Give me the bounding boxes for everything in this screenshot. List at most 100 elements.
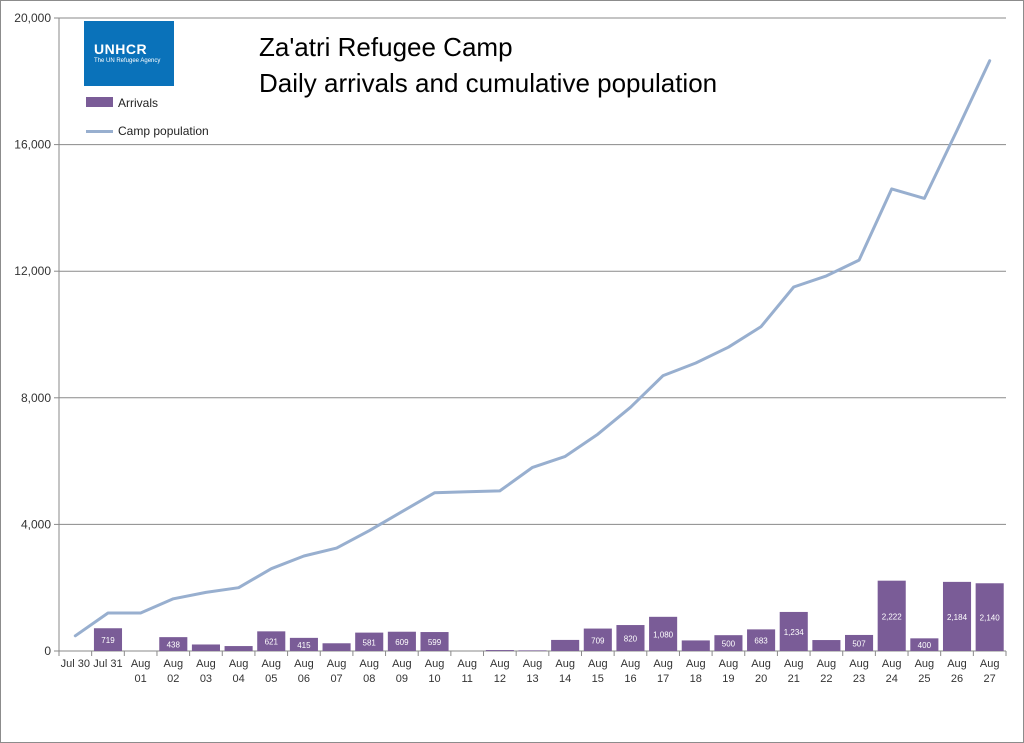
arrivals-data-label: 609 [395, 638, 409, 647]
x-tick-label: 21 [788, 673, 800, 685]
x-tick-label: Aug [915, 658, 935, 670]
arrivals-bar [93, 628, 123, 651]
arrivals-data-label: 334 [689, 631, 703, 640]
x-tick-label: 24 [886, 673, 898, 685]
x-tick-label: Aug [327, 658, 347, 670]
arrivals-data-label: 719 [101, 636, 115, 645]
x-tick-label: Aug [980, 658, 1000, 670]
arrivals-bar [910, 638, 939, 651]
unhcr-logo: UNHCR The UN Refugee Agency [84, 21, 174, 86]
arrivals-data-label: 500 [722, 640, 736, 649]
camp-population-line [73, 59, 992, 638]
arrivals-bar [616, 625, 645, 651]
x-tick-label: Aug [490, 658, 510, 670]
arrivals-data-label: 346 [820, 631, 834, 640]
x-tick-label: 10 [428, 673, 440, 685]
arrivals-bar [714, 635, 743, 651]
x-tick-label: 11 [461, 673, 472, 685]
arrivals-bar [322, 643, 351, 651]
arrivals-data-label: 206 [199, 635, 213, 644]
x-tick-label: Aug [392, 658, 412, 670]
x-tick-label: 17 [657, 673, 669, 685]
arrivals-bar [420, 632, 449, 651]
x-tick-label: Aug [849, 658, 869, 670]
x-tick-label: 12 [494, 673, 506, 685]
x-tick-label: 13 [526, 673, 538, 685]
arrivals-bar [649, 616, 678, 651]
x-tick-label: 20 [755, 673, 767, 685]
arrivals-bar [747, 629, 776, 651]
x-tick-label: Jul 31 [93, 658, 122, 670]
x-tick-label: Aug [131, 658, 151, 670]
y-tick-label: 12,000 [14, 264, 51, 278]
arrivals-data-label: 621 [265, 638, 279, 647]
arrivals-bar [159, 637, 188, 651]
x-tick-label: Aug [425, 658, 445, 670]
x-tick-label: Aug [229, 658, 249, 670]
x-tick-label: Aug [294, 658, 314, 670]
arrivals-bar [975, 583, 1004, 651]
x-tick-label: 26 [951, 673, 963, 685]
x-tick-label: 09 [396, 673, 408, 685]
arrivals-data-label: 581 [363, 638, 377, 647]
y-tick-label: 16,000 [14, 138, 51, 152]
arrivals-data-label: 599 [428, 638, 442, 647]
arrivals-data-label: 2,140 [980, 614, 1001, 623]
arrivals-data-label: 507 [852, 639, 866, 648]
y-tick-label: 20,000 [14, 11, 51, 25]
legend-swatch-arrivals [86, 97, 113, 107]
arrivals-bar [257, 631, 286, 651]
x-tick-label: Aug [588, 658, 608, 670]
logo-name: UNHCR [94, 41, 148, 57]
y-tick-label: 8,000 [21, 391, 51, 405]
chart-title-block: Za'atri Refugee Camp Daily arrivals and … [259, 29, 717, 101]
arrivals-data-label: 2,184 [947, 613, 968, 622]
logo-subtitle: The UN Refugee Agency [94, 58, 161, 64]
arrivals-bar [355, 632, 384, 651]
arrivals-data-label: 400 [918, 641, 932, 650]
x-tick-label: Aug [751, 658, 771, 670]
chart-title: Za'atri Refugee Camp [259, 32, 513, 62]
arrivals-bar [845, 634, 874, 651]
x-tick-label: 18 [690, 673, 702, 685]
arrivals-data-label: 820 [624, 635, 638, 644]
arrivals-data-label: 415 [297, 641, 311, 650]
arrivals-bar [551, 639, 580, 651]
x-tick-label: 14 [559, 673, 571, 685]
arrivals-bar [224, 646, 253, 651]
x-tick-label: Aug [653, 658, 673, 670]
x-tick-label: 16 [624, 673, 636, 685]
legend-label-arrivals: Arrivals [118, 96, 159, 110]
chart-subtitle: Daily arrivals and cumulative population [259, 68, 718, 98]
arrivals-data-label: 2,222 [882, 612, 903, 621]
arrivals-bar [583, 628, 612, 651]
x-tick-label: Aug [457, 658, 477, 670]
legend-label-camp-population: Camp population [118, 124, 209, 138]
x-tick-label: 23 [853, 673, 865, 685]
x-tick-label: 04 [232, 673, 244, 685]
arrivals-bar [289, 637, 318, 651]
arrivals-data-label: 156 [232, 637, 246, 646]
y-tick-label: 0 [44, 644, 51, 658]
x-tick-label: Aug [621, 658, 641, 670]
legend-swatch-camp-population [86, 130, 113, 133]
x-tick-label: 27 [984, 673, 996, 685]
x-tick-label: Aug [555, 658, 575, 670]
x-tick-label: Aug [719, 658, 739, 670]
arrivals-data-label: 683 [754, 637, 768, 646]
arrivals-bar [387, 631, 416, 651]
y-tick-label: 4,000 [21, 517, 51, 531]
arrivals-bar [485, 650, 514, 651]
x-tick-label: 08 [363, 673, 375, 685]
x-tick-label: Aug [196, 658, 216, 670]
x-tick-label: 25 [918, 673, 930, 685]
x-tick-label: 02 [167, 673, 179, 685]
x-tick-label: 19 [722, 673, 734, 685]
arrivals-bar [812, 640, 841, 651]
arrivals-bar [191, 644, 220, 651]
x-tick-label: 06 [298, 673, 310, 685]
arrivals-data-label: 1,234 [784, 628, 805, 637]
x-tick-label: Aug [686, 658, 706, 670]
arrivals-data-label: 244 [330, 634, 344, 643]
